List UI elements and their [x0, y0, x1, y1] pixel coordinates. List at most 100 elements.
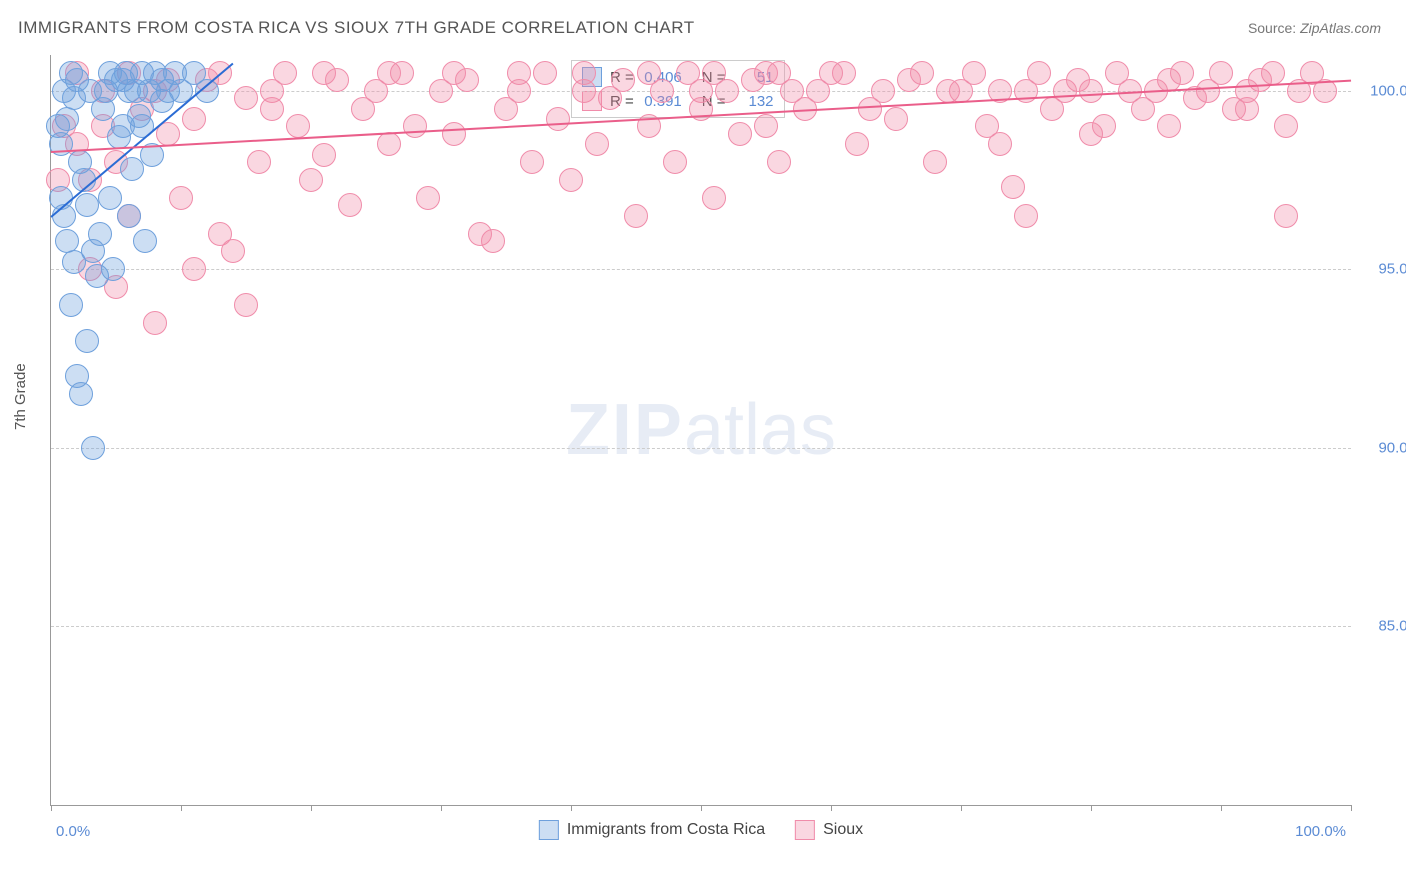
x-tick: [441, 805, 442, 811]
scatter-point-sioux: [1079, 79, 1103, 103]
scatter-point-sioux: [234, 293, 258, 317]
scatter-point-sioux: [637, 61, 661, 85]
scatter-point-sioux: [1274, 114, 1298, 138]
scatter-point-sioux: [806, 79, 830, 103]
gridline: [51, 269, 1351, 270]
x-tick: [1221, 805, 1222, 811]
scatter-point-sioux: [312, 61, 336, 85]
scatter-point-sioux: [442, 61, 466, 85]
scatter-point-sioux: [832, 61, 856, 85]
x-tick: [831, 805, 832, 811]
watermark-light: atlas: [684, 390, 836, 470]
source-attribution: Source: ZipAtlas.com: [1248, 20, 1381, 36]
scatter-point-sioux: [403, 114, 427, 138]
gridline: [51, 448, 1351, 449]
y-tick-label: 85.0%: [1378, 618, 1406, 635]
scatter-point-sioux: [169, 186, 193, 210]
scatter-point-sioux: [1261, 61, 1285, 85]
scatter-point-sioux: [1274, 204, 1298, 228]
scatter-point-sioux: [546, 107, 570, 131]
x-tick: [961, 805, 962, 811]
scatter-point-sioux: [1209, 61, 1233, 85]
x-tick: [181, 805, 182, 811]
scatter-point-costa_rica: [101, 257, 125, 281]
scatter-point-sioux: [143, 311, 167, 335]
scatter-point-sioux: [663, 150, 687, 174]
scatter-point-sioux: [988, 132, 1012, 156]
scatter-point-sioux: [234, 86, 258, 110]
scatter-point-costa_rica: [75, 193, 99, 217]
scatter-point-sioux: [858, 97, 882, 121]
scatter-point-sioux: [702, 186, 726, 210]
scatter-point-sioux: [286, 114, 310, 138]
chart-title: IMMIGRANTS FROM COSTA RICA VS SIOUX 7TH …: [18, 18, 695, 38]
scatter-point-sioux: [520, 150, 544, 174]
scatter-point-sioux: [481, 229, 505, 253]
scatter-point-sioux: [689, 79, 713, 103]
scatter-point-sioux: [585, 132, 609, 156]
scatter-point-sioux: [559, 168, 583, 192]
scatter-point-costa_rica: [69, 382, 93, 406]
scatter-point-sioux: [624, 204, 648, 228]
scatter-point-sioux: [377, 132, 401, 156]
scatter-point-sioux: [1157, 114, 1181, 138]
x-tick: [701, 805, 702, 811]
scatter-point-costa_rica: [88, 222, 112, 246]
scatter-point-sioux: [1235, 97, 1259, 121]
scatter-point-costa_rica: [133, 229, 157, 253]
scatter-point-sioux: [182, 107, 206, 131]
scatter-point-sioux: [260, 97, 284, 121]
scatter-point-sioux: [1014, 204, 1038, 228]
scatter-point-sioux: [962, 61, 986, 85]
scatter-point-sioux: [1170, 61, 1194, 85]
scatter-point-sioux: [1027, 61, 1051, 85]
scatter-point-costa_rica: [55, 229, 79, 253]
x-tick: [1091, 805, 1092, 811]
scatter-point-sioux: [1001, 175, 1025, 199]
scatter-point-sioux: [442, 122, 466, 146]
y-tick-label: 90.0%: [1378, 439, 1406, 456]
n-value: 132: [734, 93, 774, 110]
y-tick-label: 95.0%: [1378, 261, 1406, 278]
scatter-point-sioux: [1092, 114, 1116, 138]
scatter-point-costa_rica: [75, 329, 99, 353]
scatter-point-sioux: [728, 122, 752, 146]
scatter-point-costa_rica: [120, 157, 144, 181]
scatter-point-sioux: [247, 150, 271, 174]
scatter-point-costa_rica: [55, 107, 79, 131]
legend-item-sioux: Sioux: [795, 820, 863, 840]
scatter-point-sioux: [936, 79, 960, 103]
scatter-point-sioux: [767, 150, 791, 174]
series-legend: Immigrants from Costa Rica Sioux: [539, 820, 863, 840]
legend-label-sioux: Sioux: [823, 821, 863, 839]
x-tick: [311, 805, 312, 811]
scatter-point-costa_rica: [81, 436, 105, 460]
legend-item-costa-rica: Immigrants from Costa Rica: [539, 820, 765, 840]
legend-label-costa-rica: Immigrants from Costa Rica: [567, 821, 765, 839]
scatter-point-sioux: [611, 68, 635, 92]
scatter-point-sioux: [377, 61, 401, 85]
plot-area: ZIPatlas R =0.406N =51R =0.391N =132 Imm…: [50, 55, 1351, 806]
scatter-point-sioux: [273, 61, 297, 85]
y-tick-label: 100.0%: [1370, 82, 1406, 99]
scatter-point-sioux: [754, 61, 778, 85]
scatter-point-sioux: [507, 61, 531, 85]
scatter-point-costa_rica: [150, 68, 174, 92]
x-tick: [571, 805, 572, 811]
x-tick: [51, 805, 52, 811]
scatter-point-sioux: [416, 186, 440, 210]
scatter-point-sioux: [299, 168, 323, 192]
scatter-point-sioux: [221, 239, 245, 263]
scatter-point-sioux: [572, 61, 596, 85]
scatter-point-sioux: [533, 61, 557, 85]
swatch-costa-rica: [539, 820, 559, 840]
source-label: Source:: [1248, 20, 1296, 36]
scatter-point-sioux: [884, 107, 908, 131]
y-axis-label: 7th Grade: [12, 363, 29, 430]
scatter-point-sioux: [845, 132, 869, 156]
scatter-point-sioux: [754, 114, 778, 138]
x-tick-label-left: 0.0%: [56, 823, 90, 840]
scatter-point-sioux: [312, 143, 336, 167]
scatter-point-sioux: [338, 193, 362, 217]
scatter-point-costa_rica: [62, 250, 86, 274]
